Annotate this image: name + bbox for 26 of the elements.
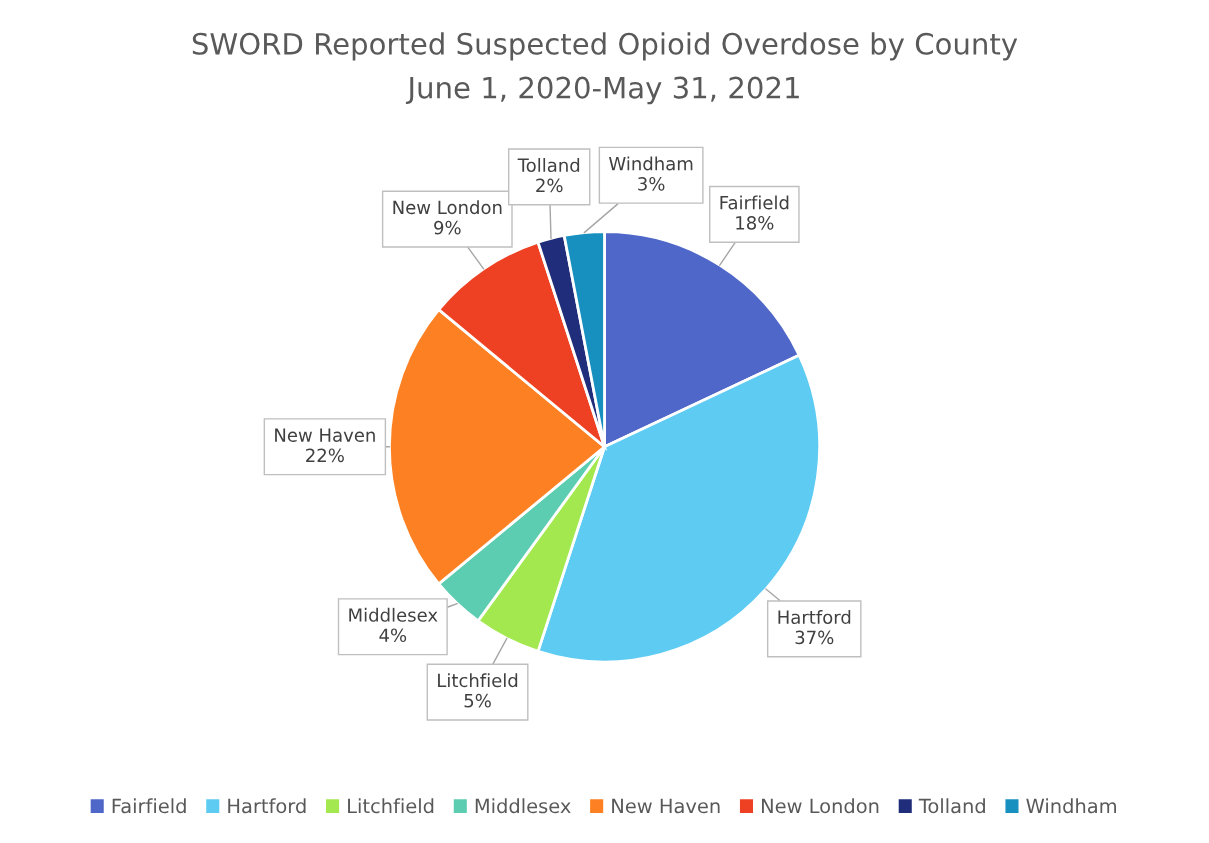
chart-title: SWORD Reported Suspected Opioid Overdose by County xyxy=(192,32,1018,61)
legend-label: Windham xyxy=(1026,798,1116,814)
data-label: 5% xyxy=(464,693,491,708)
slice-label: Tolland xyxy=(517,158,580,173)
chart-subtitle: June 1, 2020-May 31, 2021 xyxy=(405,76,799,105)
slice-label: Fairfield xyxy=(720,195,789,210)
slice-label: Middlesex xyxy=(349,607,438,622)
legend-label: Hartford xyxy=(228,798,306,814)
data-label: 22% xyxy=(306,448,344,463)
slice-label: Litchfield xyxy=(438,673,518,688)
legend-label: Middlesex xyxy=(475,798,571,814)
data-label: 3% xyxy=(638,177,665,191)
slice-label: Windham xyxy=(609,156,693,171)
slice-label: New Haven xyxy=(275,428,375,442)
legend-label: Fairfield xyxy=(112,798,186,814)
data-label: 9% xyxy=(434,220,461,235)
legend-label: New London xyxy=(762,798,879,814)
slice-label: Hartford xyxy=(778,610,851,625)
legend-label: Litchfield xyxy=(348,798,434,814)
data-label: 37% xyxy=(795,630,834,645)
legend-label: Tolland xyxy=(918,798,985,814)
data-label: 18% xyxy=(736,216,774,230)
data-label: 2% xyxy=(536,178,563,193)
data-label: 4% xyxy=(379,628,407,643)
slice-label: New London xyxy=(393,200,502,215)
legend-label: New Haven xyxy=(612,798,720,814)
